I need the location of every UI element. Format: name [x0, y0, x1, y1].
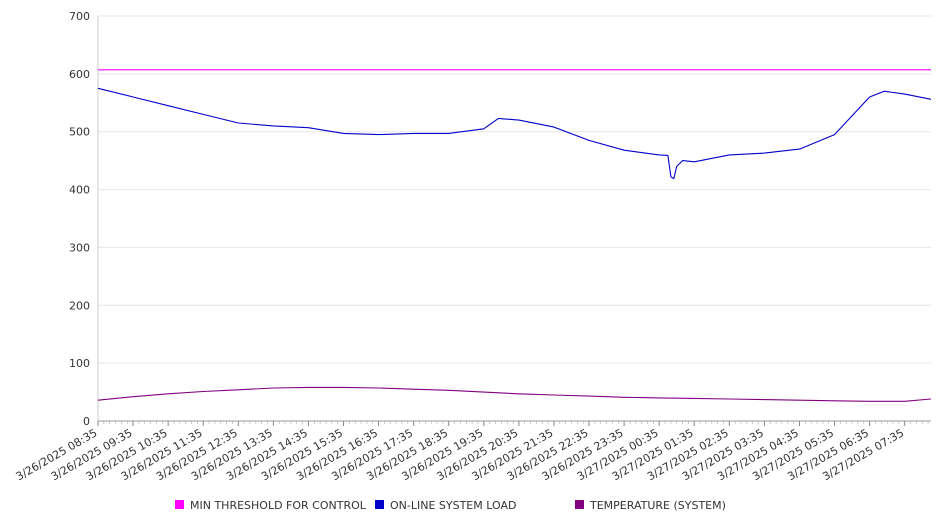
y-tick-label: 300 — [69, 241, 90, 254]
legend-label: ON-LINE SYSTEM LOAD — [390, 499, 516, 512]
y-tick-label: 200 — [69, 299, 90, 312]
y-tick-label: 600 — [69, 68, 90, 81]
grid-lines — [98, 15, 931, 364]
series-lines — [97, 69, 932, 402]
axes — [97, 16, 931, 426]
legend-label: TEMPERATURE (SYSTEM) — [589, 499, 726, 512]
legend-item-3[interactable]: TEMPERATURE (SYSTEM) — [575, 499, 726, 512]
series-line-2 — [97, 87, 932, 180]
legend: MIN THRESHOLD FOR CONTROL ON-LINE SYSTEM … — [175, 499, 726, 512]
legend-item-2[interactable]: ON-LINE SYSTEM LOAD — [375, 499, 516, 512]
y-tick-label: 0 — [83, 415, 90, 428]
x-axis-tick-labels: 3/26/2025 08:353/26/2025 09:353/26/2025 … — [14, 426, 907, 483]
legend-swatch — [575, 500, 584, 509]
y-tick-label: 400 — [69, 184, 90, 197]
y-tick-label: 700 — [69, 10, 90, 23]
legend-swatch — [375, 500, 384, 509]
legend-label: MIN THRESHOLD FOR CONTROL — [190, 499, 367, 512]
series-line-3 — [97, 386, 932, 402]
y-tick-label: 500 — [69, 126, 90, 139]
legend-swatch — [175, 500, 184, 509]
legend-item-1[interactable]: MIN THRESHOLD FOR CONTROL — [175, 499, 367, 512]
y-axis-tick-labels: 0 100 200 300 400 500 600 700 — [69, 10, 90, 428]
y-tick-label: 100 — [69, 357, 90, 370]
